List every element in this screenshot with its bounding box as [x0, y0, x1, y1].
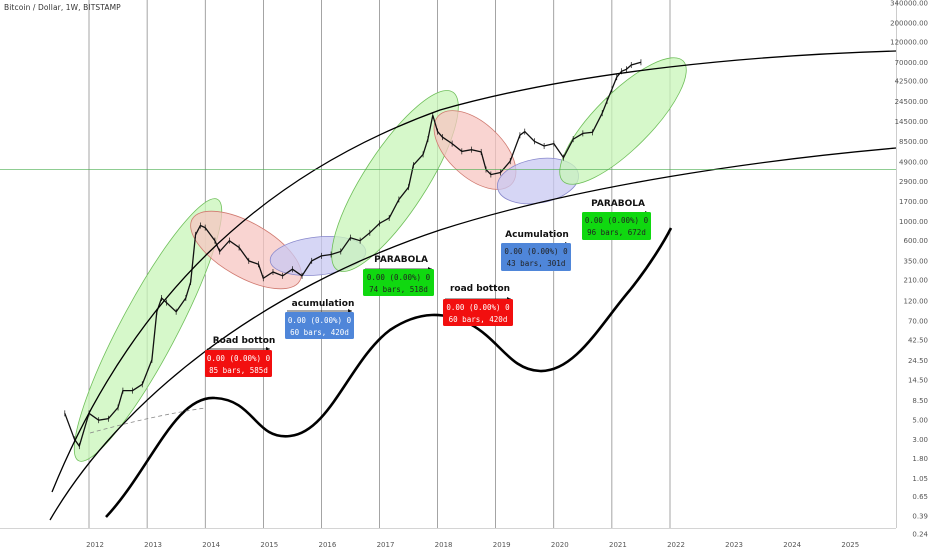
x-tick-label: 2023	[725, 541, 743, 549]
parabola-zone-2013	[73, 198, 223, 462]
y-tick-label: 340000.00	[890, 0, 928, 8]
y-tick-label: 1000.00	[899, 218, 928, 226]
acumulation_2-title: Acumulation	[505, 230, 569, 240]
parabola_2-title: PARABOLA	[591, 199, 645, 209]
y-tick-label: 600.00	[904, 237, 929, 245]
y-tick-label: 24.50	[908, 357, 928, 365]
upper-trend-curve	[51, 50, 897, 493]
y-tick-label: 120.00	[904, 298, 929, 306]
road-botton-zone-2014	[190, 210, 302, 290]
x-tick-label: 2019	[493, 541, 511, 549]
y-tick-label: 350.00	[904, 257, 929, 265]
acumulation_2-line2: 43 bars, 301d	[507, 259, 566, 268]
x-tick-label: 2014	[202, 541, 220, 549]
road_botton_1-title: Road botton	[213, 336, 276, 346]
y-axis: 340000.00 200000.00 120000.00 70000.00 42500…	[890, 0, 932, 550]
y-tick-label: 24500.00	[895, 98, 928, 106]
y-tick-label: 0.39	[912, 512, 928, 520]
parabola-zone-2021	[559, 57, 687, 185]
y-tick-label: 42500.00	[895, 77, 928, 85]
y-tick-label: 8.50	[912, 397, 928, 405]
y-tick-label: 2900.00	[899, 178, 928, 186]
road_botton_2-box	[443, 299, 513, 326]
x-tick-label: 2022	[667, 541, 685, 549]
road_botton_1-line2: 85 bars, 585d	[209, 366, 268, 375]
y-tick-label: 200000.00	[890, 19, 928, 27]
trend-curves	[49, 50, 897, 521]
x-tick-label: 2013	[144, 541, 162, 549]
y-tick-label: 120000.00	[890, 39, 928, 47]
y-tick-label: 4900.00	[899, 158, 928, 166]
cycle-wave-curve	[105, 227, 673, 518]
y-tick-label: 0.24	[912, 531, 928, 539]
acumulation_1-line2: 60 bars, 420d	[290, 328, 349, 337]
parabola_2-line2: 96 bars, 672d	[587, 228, 646, 237]
x-tick-label: 2017	[377, 541, 395, 549]
parabola-zone-2017	[331, 90, 459, 272]
price-series	[64, 59, 642, 450]
y-tick-label: 14500.00	[895, 118, 928, 126]
acumulation_2-line1: 0.00 (0.00%) 0	[504, 247, 568, 256]
road_botton_2-line2: 60 bars, 420d	[449, 315, 508, 324]
x-tick-label: 2015	[260, 541, 278, 549]
road_botton_2-line1: 0.00 (0.00%) 0	[446, 303, 510, 312]
y-tick-label: 3.00	[912, 436, 928, 444]
y-tick-label: 8500.00	[899, 138, 928, 146]
parabola_2-line1: 0.00 (0.00%) 0	[585, 216, 649, 225]
road_botton_1-box	[205, 350, 272, 377]
acumulation_2-box	[501, 243, 571, 271]
x-tick-label: 2024	[783, 541, 801, 549]
parabola_1-line1: 0.00 (0.00%) 0	[367, 273, 431, 282]
y-tick-label: 1.05	[912, 475, 928, 483]
dashed-support-line	[89, 407, 206, 434]
road_botton_2-title: road botton	[450, 284, 510, 294]
parabola_1-title: PARABOLA	[374, 255, 428, 265]
lower-trend-curve	[49, 147, 897, 521]
x-tick-label: 2020	[551, 541, 569, 549]
parabola_1-box	[363, 269, 434, 296]
y-tick-label: 42.50	[908, 336, 928, 344]
parabola_2-box	[582, 212, 651, 240]
y-tick-label: 70.00	[908, 318, 928, 326]
acumulation_1-box	[285, 312, 354, 339]
acumulation_1-line1: 0.00 (0.00%) 0	[288, 316, 352, 325]
y-tick-label: 1.80	[912, 455, 928, 463]
y-tick-label: 14.50	[908, 377, 928, 385]
y-tick-label: 0.65	[912, 493, 928, 501]
parabola_1-line2: 74 bars, 518d	[369, 285, 428, 294]
x-tick-label: 2016	[318, 541, 336, 549]
x-tick-label: 2021	[609, 541, 627, 549]
y-tick-label: 210.00	[904, 277, 929, 285]
x-tick-label: 2012	[86, 541, 104, 549]
y-tick-label: 70000.00	[895, 59, 928, 67]
chart-title: Bitcoin / Dollar, 1W, BITSTAMP	[4, 3, 121, 12]
road_botton_1-line1: 0.00 (0.00%) 0	[207, 354, 271, 363]
acumulation_1-title: acumulation	[292, 299, 355, 309]
x-axis: 2012 2013 2014 2015 2016 2017 2018 2019 2020 2021…	[0, 528, 896, 549]
y-tick-label: 1700.00	[899, 198, 928, 206]
x-tick-label: 2018	[435, 541, 453, 549]
y-tick-label: 5.00	[912, 417, 928, 425]
y-axis-panel	[896, 0, 932, 550]
x-tick-label: 2025	[841, 541, 859, 549]
